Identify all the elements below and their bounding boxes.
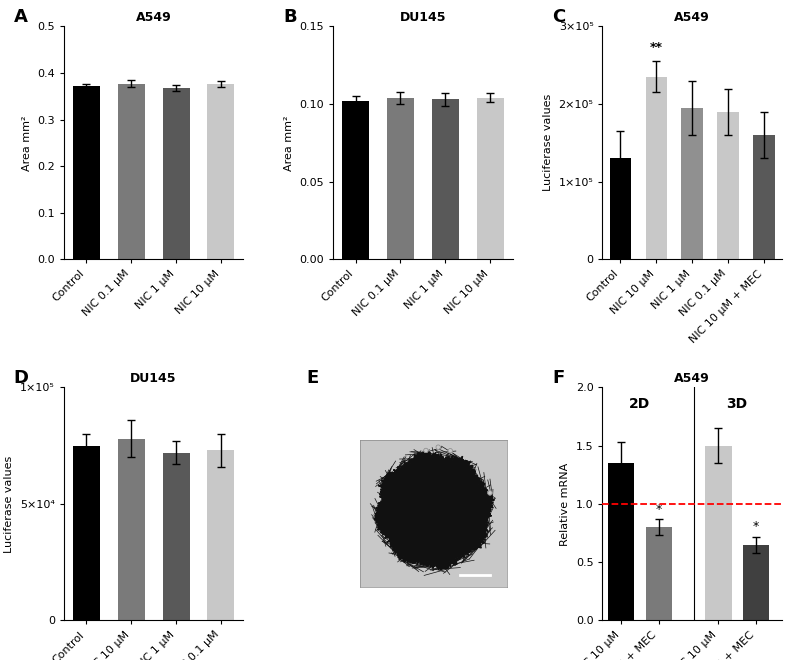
Title: A549: A549 <box>674 11 710 24</box>
Text: C: C <box>552 8 566 26</box>
Y-axis label: Area mm²: Area mm² <box>22 115 31 171</box>
Bar <box>163 88 189 259</box>
Bar <box>432 100 459 259</box>
Bar <box>476 98 504 259</box>
Y-axis label: Luciferase values: Luciferase values <box>543 94 553 191</box>
Title: A549: A549 <box>674 372 710 385</box>
Y-axis label: Luciferase values: Luciferase values <box>4 455 14 552</box>
Bar <box>610 158 631 259</box>
Y-axis label: Area mm²: Area mm² <box>284 115 294 171</box>
Bar <box>73 86 100 259</box>
Title: DU145: DU145 <box>400 11 446 24</box>
Bar <box>717 112 739 259</box>
Text: B: B <box>282 8 297 26</box>
Text: 2D: 2D <box>630 397 650 411</box>
Bar <box>743 544 769 620</box>
Text: A: A <box>14 8 27 26</box>
Text: *: * <box>753 520 759 533</box>
Bar <box>163 453 189 620</box>
Bar <box>73 446 100 620</box>
Bar <box>646 77 667 259</box>
Text: **: ** <box>650 42 663 54</box>
Bar <box>117 84 144 259</box>
Bar <box>117 439 144 620</box>
Bar <box>207 450 235 620</box>
Title: A549: A549 <box>136 11 172 24</box>
Text: F: F <box>552 369 564 387</box>
Text: 3D: 3D <box>727 397 748 411</box>
Bar <box>342 101 369 259</box>
Bar <box>387 98 414 259</box>
Text: D: D <box>14 369 29 387</box>
Title: DU145: DU145 <box>130 372 177 385</box>
Text: E: E <box>306 369 318 387</box>
Bar <box>681 108 703 259</box>
Y-axis label: Relative mRNA: Relative mRNA <box>560 462 570 546</box>
Bar <box>207 84 235 259</box>
Bar <box>608 463 634 620</box>
Text: *: * <box>655 502 662 515</box>
Bar <box>705 446 732 620</box>
Bar <box>753 135 775 259</box>
Bar <box>646 527 672 620</box>
